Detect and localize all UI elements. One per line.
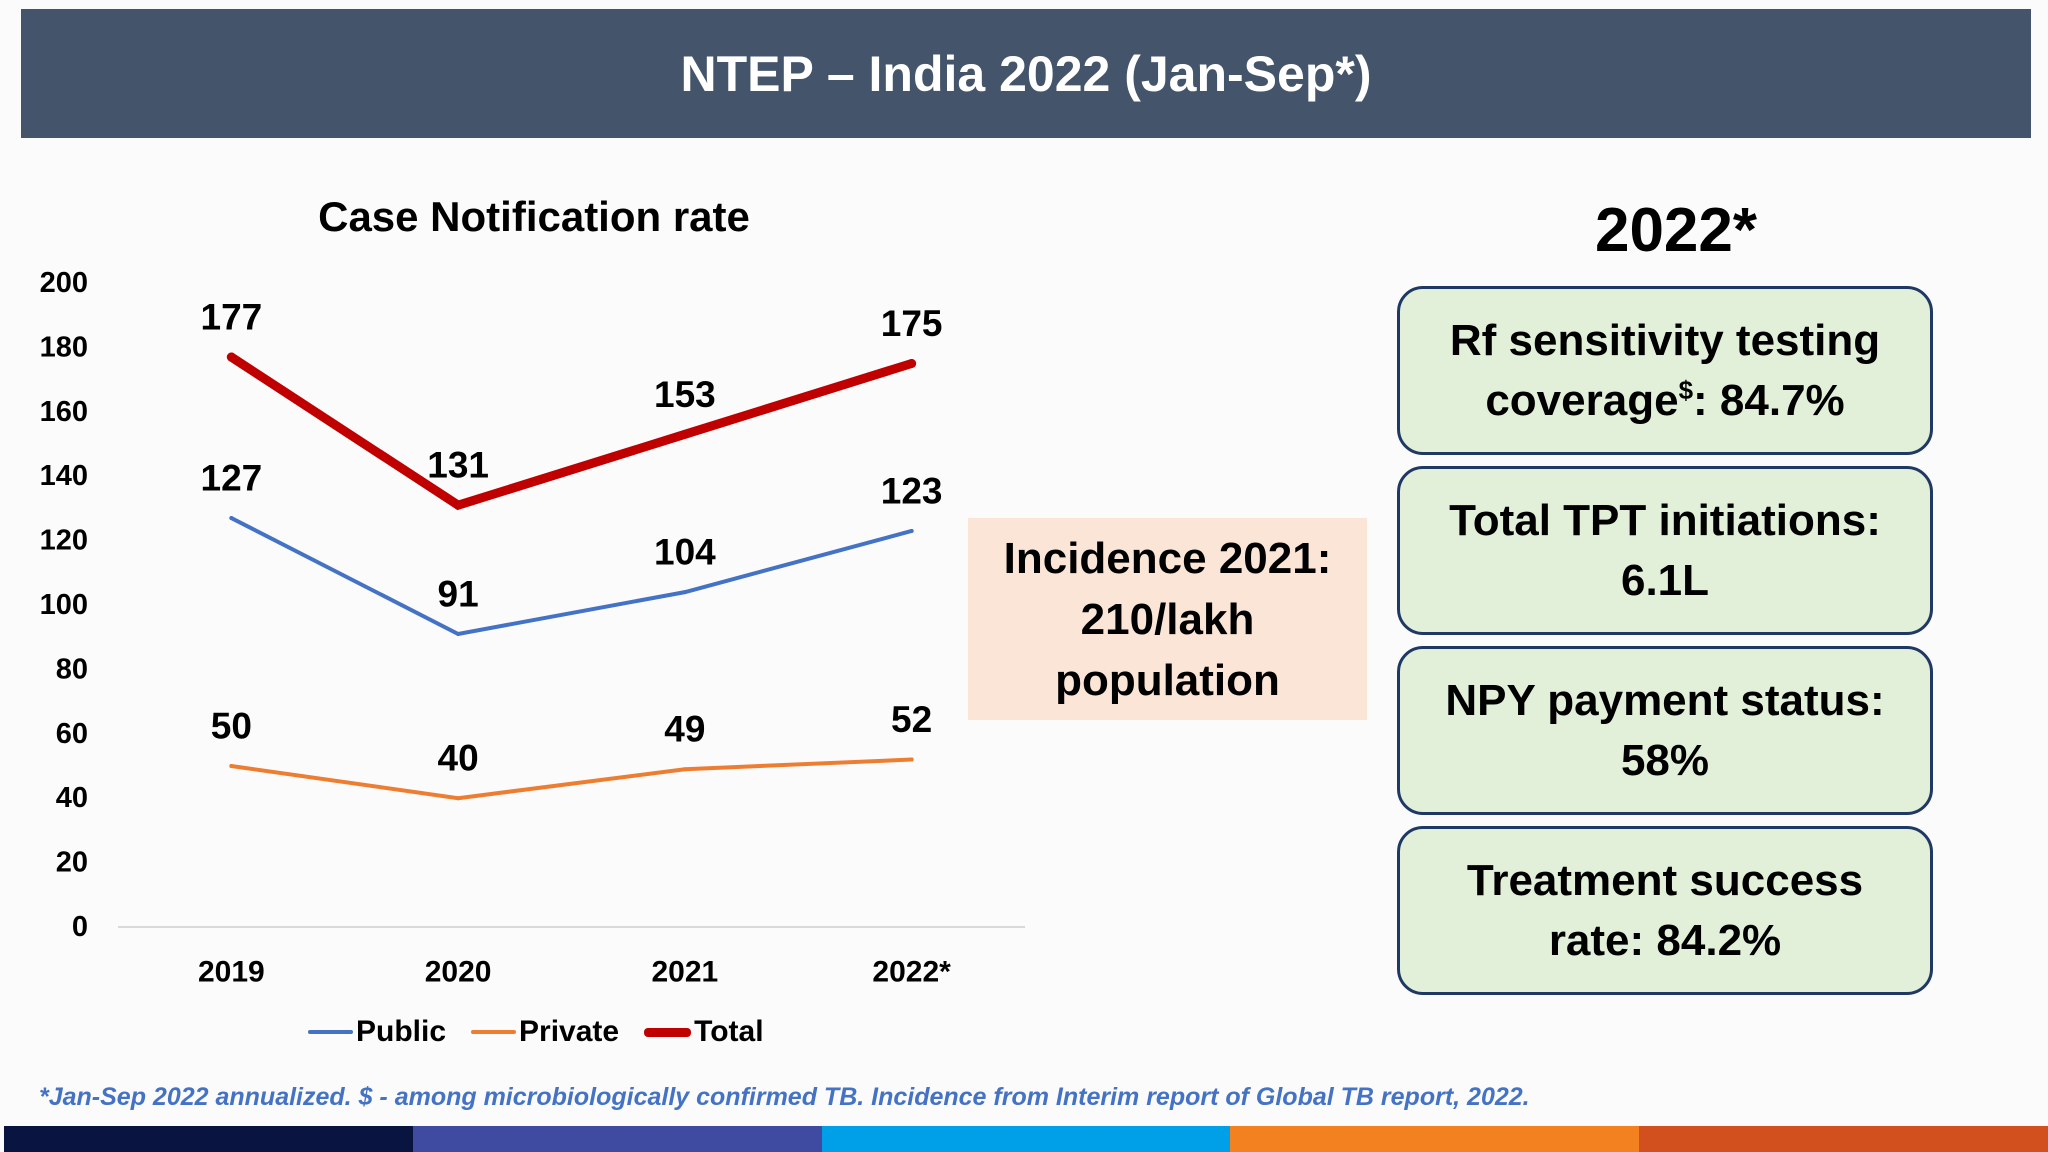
data-label-public: 91 <box>438 573 479 614</box>
footer-bar-segment <box>1639 1126 2048 1152</box>
y-tick-label: 180 <box>40 331 88 363</box>
stat-value: 6.1L <box>1620 555 1710 605</box>
stat-line: NPY payment status: <box>1445 675 1885 725</box>
legend-item-public: Public <box>308 1014 446 1050</box>
incidence-line: 210/lakh <box>1080 594 1255 644</box>
data-label-private: 40 <box>438 738 479 779</box>
incidence-callout: Incidence 2021: 210/lakh population <box>968 518 1367 720</box>
data-point-private <box>456 796 461 801</box>
data-label-total: 177 <box>201 297 263 338</box>
y-tick-label: 100 <box>40 589 88 621</box>
data-label-public: 127 <box>201 458 263 499</box>
data-label-private: 49 <box>664 709 705 750</box>
y-tick-label: 20 <box>56 847 88 879</box>
summary-heading: 2022* <box>1594 196 1758 265</box>
data-point-public <box>909 528 914 533</box>
y-tick-label: 120 <box>40 525 88 557</box>
title-bar: NTEP – India 2022 (Jan-Sep*) <box>21 9 2031 138</box>
stat-line: Rf sensitivity testing <box>1449 315 1881 365</box>
stat-value: : 84.7% <box>1693 375 1845 425</box>
stat-card-npy-payment: NPY payment status: 58% <box>1397 646 1933 815</box>
stat-value: 58% <box>1620 735 1710 785</box>
data-point-total <box>907 359 917 368</box>
stat-text: coverage <box>1485 375 1679 425</box>
chart-title: Case Notification rate <box>318 193 750 240</box>
legend-label-private: Private <box>519 1015 620 1048</box>
incidence-line: population <box>1055 655 1280 705</box>
data-point-private <box>682 767 687 772</box>
stat-card-rf-testing-coverage: Rf sensitivity testing coverage$: 84.7% <box>1397 286 1933 455</box>
legend-label-public: Public <box>356 1015 447 1048</box>
series-line-private <box>229 757 914 801</box>
y-tick-label: 160 <box>40 396 88 428</box>
footer-bar-segment <box>412 1126 822 1152</box>
y-tick-label: 140 <box>40 460 88 492</box>
y-tick-label: 0 <box>72 911 88 943</box>
footer-color-bar <box>4 1126 2048 1152</box>
y-tick-label: 200 <box>40 267 88 299</box>
x-tick-label: 2020 <box>425 956 492 989</box>
x-tick-label: 2021 <box>652 956 719 989</box>
series-line-public <box>229 516 914 637</box>
footer-bar-segment <box>4 1126 413 1152</box>
slide-title: NTEP – India 2022 (Jan-Sep*) <box>680 45 1372 102</box>
legend-label-total: Total <box>694 1015 764 1048</box>
stat-card-tpt-initiations: Total TPT initiations: 6.1L <box>1397 466 1933 635</box>
stat-superscript: $ <box>1678 374 1694 405</box>
legend-swatch-total <box>644 1027 692 1037</box>
data-label-total: 153 <box>654 374 716 415</box>
stat-line: Treatment success <box>1466 855 1864 905</box>
y-tick-label: 40 <box>56 782 88 814</box>
data-label-public: 123 <box>881 470 943 511</box>
data-point-total <box>226 352 236 362</box>
case-notification-chart: 0 20 40 60 80 100 120 140 160 180 200 2019 2020 2021 2… <box>40 267 1025 989</box>
data-point-private <box>909 757 914 762</box>
data-label-private: 52 <box>891 699 932 740</box>
y-tick-label: 80 <box>56 653 88 685</box>
data-point-public <box>682 590 687 595</box>
summary-stats: Rf sensitivity testing coverage$: 84.7% … <box>1397 286 1933 995</box>
data-label-public: 104 <box>654 532 716 573</box>
data-label-total: 131 <box>427 445 489 486</box>
legend-swatch-private <box>471 1030 517 1034</box>
series-line-total <box>226 352 917 511</box>
footer-bar-segment <box>1230 1126 1640 1152</box>
data-label-private: 50 <box>211 706 252 747</box>
chart-legend: Public Private Total <box>308 1014 764 1050</box>
stat-line: Total TPT initiations: <box>1449 495 1881 545</box>
legend-swatch-public <box>308 1030 353 1034</box>
data-point-public <box>229 516 234 521</box>
y-tick-label: 60 <box>56 718 88 750</box>
data-label-total: 175 <box>881 303 943 344</box>
legend-item-private: Private <box>471 1014 619 1050</box>
stat-line: coverage$: 84.7% <box>1485 371 1844 431</box>
data-point-public <box>456 631 461 636</box>
footer-bar-segment <box>821 1126 1231 1152</box>
data-point-total <box>453 500 463 510</box>
incidence-line: Incidence 2021: <box>1003 533 1332 583</box>
stat-card-treatment-success: Treatment success rate: 84.2% <box>1397 826 1933 995</box>
data-point-total <box>680 429 690 439</box>
x-tick-label: 2019 <box>198 956 265 989</box>
x-tick-label: 2022* <box>872 956 951 989</box>
stat-value: rate: 84.2% <box>1548 915 1782 965</box>
legend-item-total: Total <box>644 1014 764 1050</box>
data-point-private <box>229 764 234 768</box>
footnote: *Jan-Sep 2022 annualized. $ - among micr… <box>39 1083 1530 1111</box>
